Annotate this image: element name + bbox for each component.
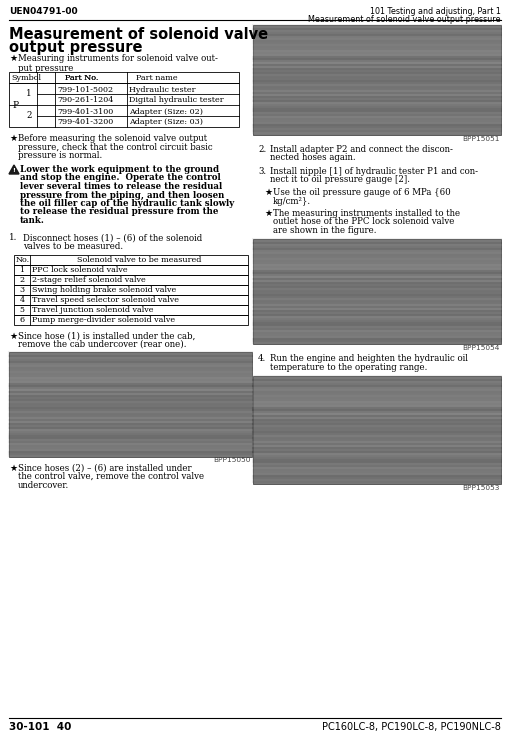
- Text: PC160LC-8, PC190LC-8, PC190NLC-8: PC160LC-8, PC190LC-8, PC190NLC-8: [322, 722, 500, 732]
- Text: undercover.: undercover.: [18, 481, 69, 490]
- Bar: [14, 295, 247, 304]
- Text: are shown in the figure.: are shown in the figure.: [272, 226, 376, 235]
- Bar: [252, 376, 500, 484]
- Text: BPP15053: BPP15053: [462, 485, 499, 491]
- Text: 2: 2: [26, 111, 32, 120]
- Text: and stop the engine.  Operate the control: and stop the engine. Operate the control: [20, 174, 220, 183]
- Text: Lower the work equipment to the ground: Lower the work equipment to the ground: [20, 165, 219, 174]
- Text: Before measuring the solenoid valve output: Before measuring the solenoid valve outp…: [18, 134, 207, 143]
- Text: Hydraulic tester: Hydraulic tester: [129, 86, 195, 94]
- Text: lever several times to release the residual: lever several times to release the resid…: [20, 182, 222, 191]
- Text: pressure from the piping, and then loosen: pressure from the piping, and then loose…: [20, 191, 224, 199]
- Text: 6: 6: [19, 317, 24, 325]
- Text: 2: 2: [19, 276, 24, 284]
- Text: Adapter (Size: 03): Adapter (Size: 03): [129, 119, 203, 127]
- Text: ★: ★: [9, 331, 17, 341]
- Text: Install nipple [1] of hydraulic tester P1 and con-: Install nipple [1] of hydraulic tester P…: [269, 167, 477, 176]
- Text: PPC lock solenoid valve: PPC lock solenoid valve: [32, 267, 127, 274]
- Text: BPP15054: BPP15054: [462, 345, 499, 351]
- Text: Adapter (Size: 02): Adapter (Size: 02): [129, 108, 203, 116]
- Text: 4.: 4.: [258, 354, 266, 363]
- Text: !: !: [13, 168, 15, 173]
- Text: P: P: [13, 100, 19, 109]
- Text: kg/cm²}.: kg/cm²}.: [272, 196, 310, 205]
- Bar: [252, 25, 500, 135]
- Text: Travel speed selector solenoid valve: Travel speed selector solenoid valve: [32, 297, 179, 304]
- Text: pressure is normal.: pressure is normal.: [18, 151, 102, 160]
- Bar: [14, 304, 247, 314]
- Text: output pressure: output pressure: [9, 40, 142, 55]
- Text: Run the engine and heighten the hydraulic oil: Run the engine and heighten the hydrauli…: [269, 354, 467, 363]
- Text: remove the cab undercover (rear one).: remove the cab undercover (rear one).: [18, 340, 186, 349]
- Text: pressure, check that the control circuit basic: pressure, check that the control circuit…: [18, 142, 212, 152]
- Text: Pump merge-divider solenoid valve: Pump merge-divider solenoid valve: [32, 317, 175, 325]
- Text: Use the oil pressure gauge of 6 MPa {60: Use the oil pressure gauge of 6 MPa {60: [272, 188, 450, 197]
- Bar: [9, 72, 239, 83]
- Text: Part name: Part name: [136, 74, 178, 82]
- Text: Measurement of solenoid valve: Measurement of solenoid valve: [9, 27, 268, 42]
- Text: to release the residual pressure from the: to release the residual pressure from th…: [20, 207, 218, 216]
- Text: 1: 1: [19, 267, 24, 274]
- Text: 2-stage relief solenoid valve: 2-stage relief solenoid valve: [32, 276, 146, 284]
- Bar: [14, 265, 247, 274]
- Text: the oil filler cap of the hydraulic tank slowly: the oil filler cap of the hydraulic tank…: [20, 199, 234, 208]
- Text: UEN04791-00: UEN04791-00: [9, 7, 77, 16]
- Text: nect it to oil pressure gauge [2].: nect it to oil pressure gauge [2].: [269, 175, 409, 185]
- Text: Measurement of solenoid valve output pressure: Measurement of solenoid valve output pre…: [308, 15, 500, 24]
- Bar: [14, 254, 247, 265]
- Bar: [14, 314, 247, 325]
- Text: 799-401-3200: 799-401-3200: [57, 119, 113, 127]
- Bar: [252, 239, 500, 344]
- Text: Measuring instruments for solenoid valve out-
put pressure: Measuring instruments for solenoid valve…: [18, 54, 217, 73]
- Text: 799-101-5002: 799-101-5002: [57, 86, 113, 94]
- Text: ★: ★: [9, 134, 17, 143]
- Text: tank.: tank.: [20, 216, 45, 225]
- Text: Part No.: Part No.: [65, 74, 99, 82]
- Text: BPP15051: BPP15051: [462, 136, 499, 142]
- Text: Part No.: Part No.: [65, 74, 99, 82]
- Text: Travel junction solenoid valve: Travel junction solenoid valve: [32, 306, 153, 314]
- Text: No.: No.: [16, 257, 30, 265]
- Text: 3: 3: [19, 287, 24, 295]
- Text: 5: 5: [19, 306, 24, 314]
- Bar: [9, 352, 251, 457]
- Text: Swing holding brake solenoid valve: Swing holding brake solenoid valve: [32, 287, 176, 295]
- Bar: [14, 274, 247, 284]
- Text: Digital hydraulic tester: Digital hydraulic tester: [129, 97, 223, 105]
- Text: 790-261-1204: 790-261-1204: [57, 97, 113, 105]
- Text: 101 Testing and adjusting, Part 1: 101 Testing and adjusting, Part 1: [370, 7, 500, 16]
- Text: The measuring instruments installed to the: The measuring instruments installed to t…: [272, 209, 459, 218]
- Text: 30-101  40: 30-101 40: [9, 722, 71, 732]
- Text: temperature to the operating range.: temperature to the operating range.: [269, 363, 427, 372]
- Text: 2.: 2.: [258, 145, 266, 154]
- Text: ★: ★: [9, 54, 17, 63]
- Text: 4: 4: [19, 297, 24, 304]
- Text: 1: 1: [26, 89, 32, 98]
- Text: Since hoses (2) – (6) are installed under: Since hoses (2) – (6) are installed unde…: [18, 463, 191, 473]
- Bar: [9, 83, 239, 127]
- Text: Disconnect hoses (1) – (6) of the solenoid: Disconnect hoses (1) – (6) of the soleno…: [23, 234, 202, 243]
- Text: 799-401-3100: 799-401-3100: [57, 108, 113, 116]
- Text: 1.: 1.: [9, 234, 17, 243]
- Text: ★: ★: [264, 209, 272, 218]
- Bar: [14, 284, 247, 295]
- Text: valves to be measured.: valves to be measured.: [23, 242, 123, 251]
- Text: outlet hose of the PPC lock solenoid valve: outlet hose of the PPC lock solenoid val…: [272, 218, 454, 226]
- Text: BPP15050: BPP15050: [213, 457, 250, 463]
- Polygon shape: [9, 165, 19, 174]
- Text: Since hose (1) is installed under the cab,: Since hose (1) is installed under the ca…: [18, 331, 195, 341]
- Text: ★: ★: [9, 463, 17, 473]
- Text: Symbol: Symbol: [11, 74, 41, 82]
- Text: nected hoses again.: nected hoses again.: [269, 153, 355, 163]
- Text: Install adapter P2 and connect the discon-: Install adapter P2 and connect the disco…: [269, 145, 452, 154]
- Text: ★: ★: [264, 188, 272, 197]
- Text: the control valve, remove the control valve: the control valve, remove the control va…: [18, 472, 204, 481]
- Text: 3.: 3.: [258, 167, 266, 176]
- Text: Solenoid valve to be measured: Solenoid valve to be measured: [77, 257, 201, 265]
